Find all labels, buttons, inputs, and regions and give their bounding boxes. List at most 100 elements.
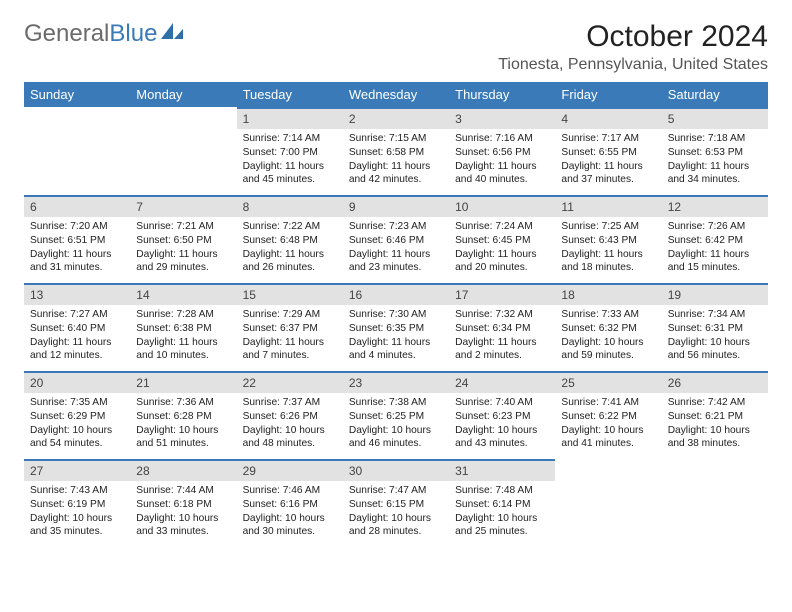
day-number: 27 [24,459,130,481]
day-cell-empty [662,459,768,547]
day-details: Sunrise: 7:37 AMSunset: 6:26 PMDaylight:… [237,393,343,457]
day-details: Sunrise: 7:22 AMSunset: 6:48 PMDaylight:… [237,217,343,281]
brand-part1: General [24,20,109,48]
col-header-friday: Friday [555,82,661,107]
brand-logo: GeneralBlue [24,20,183,48]
day-number: 31 [449,459,555,481]
day-details: Sunrise: 7:30 AMSunset: 6:35 PMDaylight:… [343,305,449,369]
day-number: 4 [555,107,661,129]
day-cell-16: 16Sunrise: 7:30 AMSunset: 6:35 PMDayligh… [343,283,449,371]
day-number: 20 [24,371,130,393]
day-details: Sunrise: 7:33 AMSunset: 6:32 PMDaylight:… [555,305,661,369]
day-cell-24: 24Sunrise: 7:40 AMSunset: 6:23 PMDayligh… [449,371,555,459]
day-number: 22 [237,371,343,393]
calendar-row: 27Sunrise: 7:43 AMSunset: 6:19 PMDayligh… [24,459,768,547]
col-header-sunday: Sunday [24,82,130,107]
day-cell-9: 9Sunrise: 7:23 AMSunset: 6:46 PMDaylight… [343,195,449,283]
col-header-wednesday: Wednesday [343,82,449,107]
calendar-table: SundayMondayTuesdayWednesdayThursdayFrid… [24,82,768,547]
day-cell-12: 12Sunrise: 7:26 AMSunset: 6:42 PMDayligh… [662,195,768,283]
day-number: 19 [662,283,768,305]
day-details: Sunrise: 7:15 AMSunset: 6:58 PMDaylight:… [343,129,449,193]
month-title: October 2024 [498,20,768,54]
day-details: Sunrise: 7:44 AMSunset: 6:18 PMDaylight:… [130,481,236,545]
day-cell-2: 2Sunrise: 7:15 AMSunset: 6:58 PMDaylight… [343,107,449,195]
col-header-tuesday: Tuesday [237,82,343,107]
day-number: 29 [237,459,343,481]
day-details: Sunrise: 7:36 AMSunset: 6:28 PMDaylight:… [130,393,236,457]
day-number: 21 [130,371,236,393]
day-details: Sunrise: 7:20 AMSunset: 6:51 PMDaylight:… [24,217,130,281]
day-details: Sunrise: 7:14 AMSunset: 7:00 PMDaylight:… [237,129,343,193]
day-number: 6 [24,195,130,217]
day-cell-29: 29Sunrise: 7:46 AMSunset: 6:16 PMDayligh… [237,459,343,547]
calendar-row: 6Sunrise: 7:20 AMSunset: 6:51 PMDaylight… [24,195,768,283]
day-details: Sunrise: 7:32 AMSunset: 6:34 PMDaylight:… [449,305,555,369]
header: GeneralBlue October 2024 Tionesta, Penns… [24,20,768,74]
day-cell-5: 5Sunrise: 7:18 AMSunset: 6:53 PMDaylight… [662,107,768,195]
day-cell-empty [555,459,661,547]
col-header-monday: Monday [130,82,236,107]
day-details: Sunrise: 7:35 AMSunset: 6:29 PMDaylight:… [24,393,130,457]
day-number: 24 [449,371,555,393]
day-cell-25: 25Sunrise: 7:41 AMSunset: 6:22 PMDayligh… [555,371,661,459]
day-details: Sunrise: 7:21 AMSunset: 6:50 PMDaylight:… [130,217,236,281]
day-cell-18: 18Sunrise: 7:33 AMSunset: 6:32 PMDayligh… [555,283,661,371]
day-number: 17 [449,283,555,305]
day-details: Sunrise: 7:41 AMSunset: 6:22 PMDaylight:… [555,393,661,457]
location-subtitle: Tionesta, Pennsylvania, United States [498,56,768,74]
day-cell-28: 28Sunrise: 7:44 AMSunset: 6:18 PMDayligh… [130,459,236,547]
day-details: Sunrise: 7:17 AMSunset: 6:55 PMDaylight:… [555,129,661,193]
day-cell-27: 27Sunrise: 7:43 AMSunset: 6:19 PMDayligh… [24,459,130,547]
day-number: 5 [662,107,768,129]
day-details: Sunrise: 7:38 AMSunset: 6:25 PMDaylight:… [343,393,449,457]
day-details: Sunrise: 7:26 AMSunset: 6:42 PMDaylight:… [662,217,768,281]
day-cell-empty [130,107,236,195]
day-number: 3 [449,107,555,129]
day-details: Sunrise: 7:46 AMSunset: 6:16 PMDaylight:… [237,481,343,545]
day-cell-15: 15Sunrise: 7:29 AMSunset: 6:37 PMDayligh… [237,283,343,371]
calendar-row: 20Sunrise: 7:35 AMSunset: 6:29 PMDayligh… [24,371,768,459]
sail-icon [161,23,183,41]
day-number: 13 [24,283,130,305]
col-header-thursday: Thursday [449,82,555,107]
day-details: Sunrise: 7:18 AMSunset: 6:53 PMDaylight:… [662,129,768,193]
day-number: 9 [343,195,449,217]
day-cell-21: 21Sunrise: 7:36 AMSunset: 6:28 PMDayligh… [130,371,236,459]
brand-part2: Blue [109,20,157,48]
day-cell-17: 17Sunrise: 7:32 AMSunset: 6:34 PMDayligh… [449,283,555,371]
day-number: 26 [662,371,768,393]
day-cell-26: 26Sunrise: 7:42 AMSunset: 6:21 PMDayligh… [662,371,768,459]
col-header-saturday: Saturday [662,82,768,107]
day-number: 18 [555,283,661,305]
day-cell-20: 20Sunrise: 7:35 AMSunset: 6:29 PMDayligh… [24,371,130,459]
day-details: Sunrise: 7:24 AMSunset: 6:45 PMDaylight:… [449,217,555,281]
day-number: 15 [237,283,343,305]
day-details: Sunrise: 7:25 AMSunset: 6:43 PMDaylight:… [555,217,661,281]
day-number: 25 [555,371,661,393]
day-cell-1: 1Sunrise: 7:14 AMSunset: 7:00 PMDaylight… [237,107,343,195]
day-number: 23 [343,371,449,393]
day-number: 1 [237,107,343,129]
day-details: Sunrise: 7:28 AMSunset: 6:38 PMDaylight:… [130,305,236,369]
title-block: October 2024 Tionesta, Pennsylvania, Uni… [498,20,768,74]
day-number: 10 [449,195,555,217]
day-number: 28 [130,459,236,481]
day-cell-6: 6Sunrise: 7:20 AMSunset: 6:51 PMDaylight… [24,195,130,283]
day-cell-11: 11Sunrise: 7:25 AMSunset: 6:43 PMDayligh… [555,195,661,283]
day-number: 16 [343,283,449,305]
day-details: Sunrise: 7:47 AMSunset: 6:15 PMDaylight:… [343,481,449,545]
calendar-row: 1Sunrise: 7:14 AMSunset: 7:00 PMDaylight… [24,107,768,195]
day-cell-19: 19Sunrise: 7:34 AMSunset: 6:31 PMDayligh… [662,283,768,371]
day-number: 8 [237,195,343,217]
day-cell-7: 7Sunrise: 7:21 AMSunset: 6:50 PMDaylight… [130,195,236,283]
day-number: 11 [555,195,661,217]
day-cell-empty [24,107,130,195]
day-number: 12 [662,195,768,217]
day-details: Sunrise: 7:23 AMSunset: 6:46 PMDaylight:… [343,217,449,281]
day-details: Sunrise: 7:29 AMSunset: 6:37 PMDaylight:… [237,305,343,369]
day-cell-23: 23Sunrise: 7:38 AMSunset: 6:25 PMDayligh… [343,371,449,459]
day-cell-22: 22Sunrise: 7:37 AMSunset: 6:26 PMDayligh… [237,371,343,459]
day-cell-31: 31Sunrise: 7:48 AMSunset: 6:14 PMDayligh… [449,459,555,547]
day-details: Sunrise: 7:42 AMSunset: 6:21 PMDaylight:… [662,393,768,457]
